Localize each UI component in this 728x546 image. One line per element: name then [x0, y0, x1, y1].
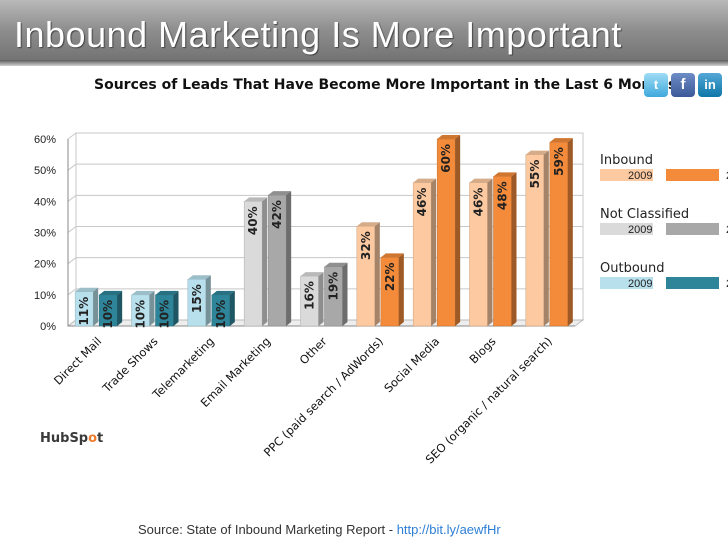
bar-top: [380, 253, 404, 258]
data-label: 10%: [158, 300, 172, 329]
data-label: 46%: [472, 188, 486, 217]
data-label: 40%: [246, 206, 260, 235]
source-link[interactable]: http://bit.ly/aewfHr: [396, 522, 501, 537]
bar-top: [75, 287, 99, 292]
bar-top: [493, 172, 517, 177]
gridline: [67, 163, 583, 171]
y-tick-label: 30%: [34, 228, 56, 240]
bar-top: [437, 135, 461, 139]
bar-top: [356, 222, 380, 227]
bar-top: [131, 290, 155, 295]
legend-label: 2009: [628, 224, 652, 236]
source-line: Source: State of Inbound Marketing Repor…: [138, 522, 501, 537]
bar-top: [469, 178, 493, 183]
bar-side: [543, 150, 549, 326]
data-label: 11%: [77, 297, 91, 326]
data-label: 22%: [383, 262, 397, 291]
data-label: 59%: [552, 147, 566, 176]
category-label: Other: [297, 334, 330, 367]
data-label: 42%: [270, 200, 284, 229]
data-label: 19%: [327, 272, 341, 301]
data-label: 10%: [101, 300, 115, 329]
category-label: Social Media: [381, 334, 442, 395]
data-label: 32%: [359, 231, 373, 260]
bar-top: [413, 178, 437, 183]
legend-label: 2010: [726, 224, 728, 236]
bar-side: [286, 191, 292, 326]
legend-label: 2009: [628, 278, 652, 290]
hubspot-logo: HubSpot: [40, 431, 104, 446]
bar-chart: 0% 10% 20% 30% 40% 50% 60% 11% 10% Direct Mail 10%…: [34, 132, 728, 465]
bar-side: [374, 222, 380, 326]
legend-label: 2010: [726, 278, 728, 290]
source-label: Source: State of Inbound Marketing Repor…: [138, 522, 397, 537]
bar-top: [300, 272, 324, 277]
bar-side: [567, 138, 573, 326]
legend-title: Outbound: [600, 261, 665, 276]
legend-swatch: [666, 223, 719, 235]
category-label: PPC (paid search / AdWords): [261, 334, 386, 459]
bar-side: [149, 290, 155, 326]
bar-side: [398, 253, 404, 326]
legend-swatch: [600, 169, 653, 181]
data-label: 48%: [496, 181, 510, 210]
bar-top: [324, 262, 348, 267]
data-label: 46%: [415, 188, 429, 217]
bar-top: [211, 290, 235, 295]
legend-title: Not Classified: [600, 207, 689, 222]
bar-side: [431, 178, 437, 326]
bar-side: [117, 290, 123, 326]
bar-top: [155, 290, 179, 295]
legend-swatch: [666, 169, 719, 181]
y-tick-label: 60%: [34, 134, 56, 146]
category-label: Trade Shows: [99, 334, 161, 396]
slide-title: Inbound Marketing Is More Important: [14, 14, 622, 55]
chart-title: Sources of Leads That Have Become More I…: [94, 77, 677, 93]
bar-side: [93, 287, 99, 326]
bar-side: [262, 197, 268, 326]
bar-top: [525, 150, 549, 155]
legend-label: 2009: [628, 170, 652, 182]
linkedin-icon[interactable]: in: [698, 73, 722, 97]
category-label: Direct Mail: [51, 334, 104, 387]
data-label: 16%: [303, 281, 317, 310]
data-label: 15%: [190, 284, 204, 313]
facebook-icon[interactable]: f: [671, 73, 695, 97]
title-bar: Inbound Marketing Is More Important: [0, 0, 728, 66]
y-tick-label: 20%: [34, 259, 56, 271]
bar-top: [549, 138, 573, 143]
bar-side: [511, 172, 517, 326]
category-label: Blogs: [467, 334, 499, 366]
y-tick-label: 50%: [34, 165, 56, 177]
twitter-icon[interactable]: t: [644, 73, 668, 97]
legend-title: Inbound: [600, 153, 653, 168]
bar-side: [205, 275, 211, 326]
bar-side: [487, 178, 493, 326]
data-label: 60%: [439, 144, 453, 173]
data-label: 10%: [214, 300, 228, 329]
bar-side: [173, 290, 179, 326]
gridline: [67, 132, 583, 140]
bar-top: [99, 290, 123, 295]
y-tick-label: 0%: [40, 321, 56, 333]
y-tick-label: 10%: [34, 290, 56, 302]
legend-swatch: [600, 223, 653, 235]
data-label: 55%: [528, 160, 542, 189]
bar-top: [268, 191, 292, 196]
bar-top: [187, 275, 211, 280]
bar-side: [455, 135, 461, 326]
legend-label: 2010: [726, 170, 728, 182]
bar-side: [229, 290, 235, 326]
data-label: 10%: [134, 300, 148, 329]
bar-side: [318, 272, 324, 326]
y-tick-label: 40%: [34, 196, 56, 208]
bar-top: [244, 197, 268, 202]
legend-swatch: [666, 277, 719, 289]
bar-side: [342, 262, 348, 326]
legend-swatch: [600, 277, 653, 289]
